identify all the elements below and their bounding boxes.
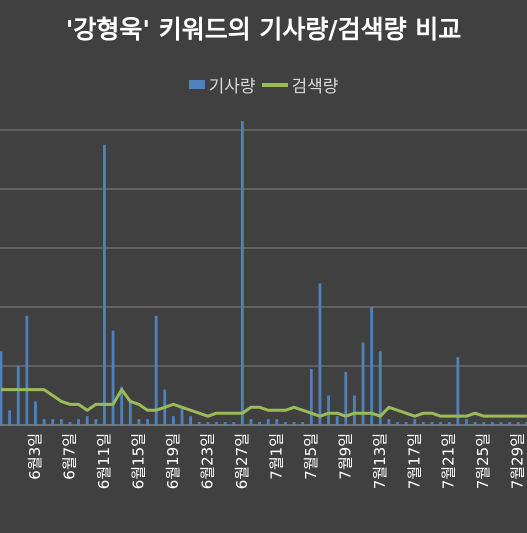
bar bbox=[77, 419, 80, 425]
bar bbox=[258, 422, 261, 425]
bar bbox=[266, 419, 270, 425]
bar bbox=[370, 307, 374, 425]
legend-item-searches[interactable]: 검색량 bbox=[261, 72, 339, 97]
x-tick-label: 6월7일 bbox=[60, 433, 78, 480]
legend-label-articles: 기사량 bbox=[208, 77, 256, 97]
bar bbox=[16, 366, 20, 425]
bar bbox=[516, 422, 520, 425]
x-tick-label: 6월11일 bbox=[95, 433, 113, 489]
bar bbox=[59, 419, 63, 425]
bar bbox=[396, 422, 399, 425]
bar bbox=[465, 419, 468, 425]
bar bbox=[292, 422, 296, 425]
x-tick-label: 7월17일 bbox=[405, 433, 423, 489]
bar bbox=[430, 422, 434, 425]
bar bbox=[301, 422, 305, 425]
x-tick-label: 7월5일 bbox=[302, 433, 320, 480]
x-tick-label: 6월15일 bbox=[129, 433, 147, 489]
bar bbox=[206, 422, 210, 425]
chart-title: '강형욱' 키워드의 기사량/검색량 비교 bbox=[65, 15, 462, 44]
bar bbox=[404, 422, 408, 425]
bar bbox=[146, 419, 149, 425]
bar bbox=[34, 401, 37, 425]
bar bbox=[94, 419, 98, 425]
bar bbox=[525, 422, 527, 425]
bar bbox=[42, 419, 46, 425]
bar bbox=[335, 416, 339, 425]
bar bbox=[172, 416, 175, 425]
legend-item-articles[interactable]: 기사량 bbox=[188, 72, 256, 97]
line-swatch-icon bbox=[261, 82, 288, 87]
bar bbox=[25, 315, 29, 425]
legend-label-searches: 검색량 bbox=[291, 77, 339, 97]
bar bbox=[275, 419, 279, 425]
bar bbox=[189, 416, 193, 425]
x-tick-label: 7월29일 bbox=[509, 433, 527, 489]
bar bbox=[111, 330, 115, 425]
bar bbox=[197, 422, 201, 425]
bar bbox=[8, 410, 12, 425]
bar bbox=[456, 357, 460, 425]
bar bbox=[137, 419, 141, 425]
bar bbox=[490, 422, 494, 425]
bar bbox=[361, 342, 365, 425]
bar bbox=[120, 386, 124, 425]
bar bbox=[223, 422, 227, 425]
bar bbox=[85, 416, 89, 425]
bar bbox=[232, 422, 236, 425]
bar bbox=[327, 395, 330, 425]
bar-swatch-icon bbox=[188, 80, 205, 89]
bar bbox=[378, 351, 382, 425]
bar bbox=[215, 422, 218, 425]
bar bbox=[68, 422, 72, 425]
bar bbox=[180, 407, 184, 425]
bar bbox=[421, 422, 425, 425]
x-tick-label: 6월27일 bbox=[233, 433, 251, 489]
bar bbox=[309, 368, 313, 425]
bar bbox=[154, 315, 158, 425]
x-tick-label: 7월21일 bbox=[440, 433, 458, 489]
legend: 기사량 검색량 bbox=[0, 72, 527, 97]
bar bbox=[508, 422, 511, 425]
x-tick-label: 6월19일 bbox=[164, 433, 182, 489]
bar bbox=[103, 144, 106, 425]
bar bbox=[482, 422, 486, 425]
bar bbox=[249, 419, 253, 425]
x-tick-label: 7월25일 bbox=[474, 433, 492, 489]
bar bbox=[413, 419, 417, 425]
x-tick-label: 7월9일 bbox=[336, 433, 354, 480]
bar bbox=[240, 121, 244, 426]
bar bbox=[439, 422, 443, 425]
x-tick-label: 6월23일 bbox=[198, 433, 216, 489]
bar bbox=[499, 422, 503, 425]
x-tick-label: 7월13일 bbox=[371, 433, 389, 489]
bar bbox=[473, 422, 477, 425]
bar bbox=[318, 283, 322, 425]
bar bbox=[353, 395, 356, 425]
series-line bbox=[1, 388, 527, 418]
bar bbox=[447, 422, 451, 425]
x-tick-label: 7월1일 bbox=[267, 433, 285, 480]
bar bbox=[284, 422, 287, 425]
bar bbox=[128, 401, 132, 425]
bar bbox=[387, 419, 391, 425]
bar bbox=[51, 419, 55, 425]
bar bbox=[344, 371, 348, 425]
x-tick-label: 6월3일 bbox=[26, 433, 44, 480]
